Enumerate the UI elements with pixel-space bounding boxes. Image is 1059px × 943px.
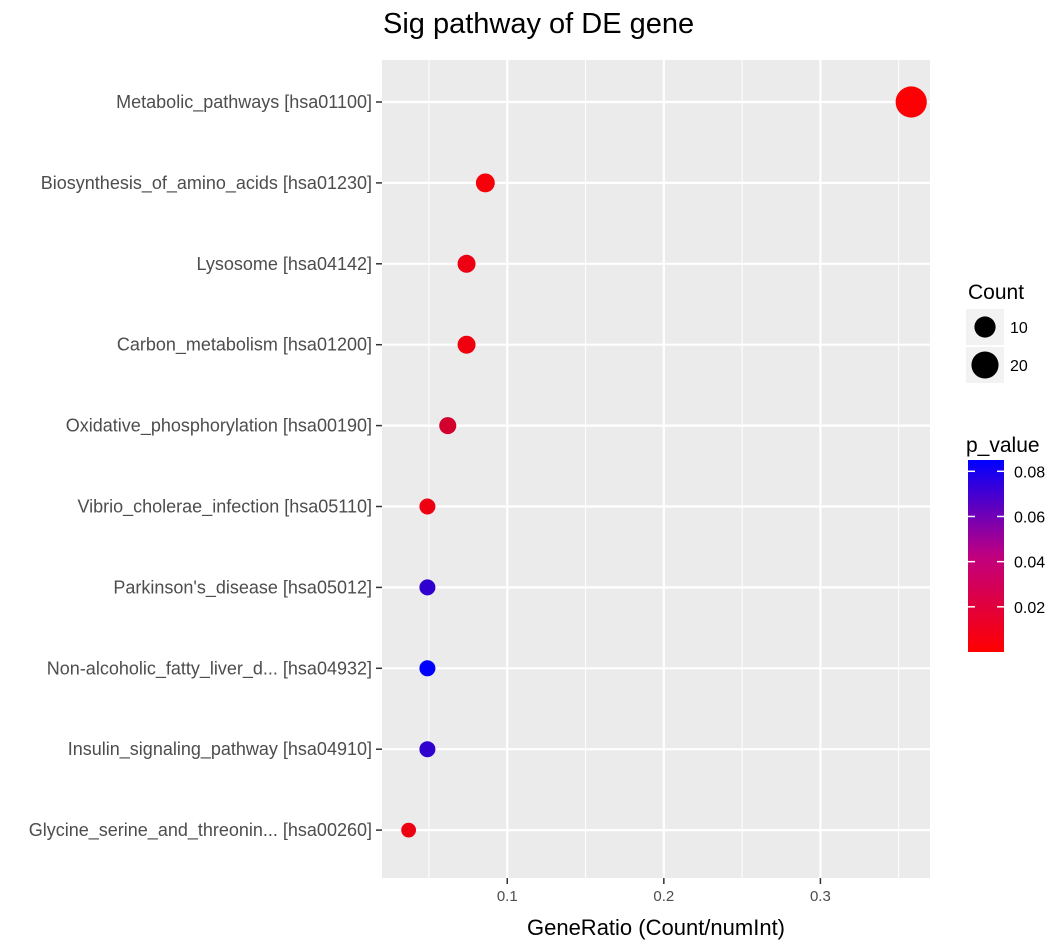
data-points xyxy=(401,86,927,838)
y-axis: Metabolic_pathways [hsa01100] Biosynthesi… xyxy=(29,92,382,841)
x-tick-label: 0.2 xyxy=(653,888,674,905)
colorbar-tick-label: 0.04 xyxy=(1014,555,1045,572)
colorbar xyxy=(968,460,1004,652)
y-tick-label: Metabolic_pathways [hsa01100] xyxy=(116,92,372,113)
plot-panel xyxy=(382,60,930,878)
y-tick-label: Non-alcoholic_fatty_liver_d... [hsa04932… xyxy=(47,658,372,679)
legend-size-key xyxy=(971,351,999,379)
data-point xyxy=(439,417,457,435)
data-point xyxy=(419,579,436,596)
legend-size-label: 10 xyxy=(1010,320,1028,337)
legend-p-value: p_value 0.02 0.04 0.06 0.08 xyxy=(966,434,1045,652)
y-tick-label: Vibrio_cholerae_infection [hsa05110] xyxy=(77,497,372,518)
legend-size-key xyxy=(974,316,996,338)
x-tick-label: 0.3 xyxy=(810,888,831,905)
data-point xyxy=(895,86,927,118)
colorbar-tick-label: 0.08 xyxy=(1014,464,1045,481)
legend-count-title: Count xyxy=(968,281,1024,304)
y-tick-label: Carbon_metabolism [hsa01200] xyxy=(117,335,372,356)
x-tick-label: 0.1 xyxy=(497,888,518,905)
legend-p-value-title: p_value xyxy=(966,434,1040,457)
y-tick-label: Lysosome [hsa04142] xyxy=(197,254,372,274)
data-point xyxy=(419,741,436,758)
legend-size-label: 20 xyxy=(1010,358,1028,375)
data-point xyxy=(401,822,417,838)
colorbar-tick-label: 0.02 xyxy=(1014,600,1045,617)
data-point xyxy=(419,498,436,515)
colorbar-tick-label: 0.06 xyxy=(1014,509,1045,526)
data-point xyxy=(457,254,476,273)
y-tick-label: Oxidative_phosphorylation [hsa00190] xyxy=(66,416,372,437)
x-axis-title: GeneRatio (Count/numInt) xyxy=(527,915,785,940)
chart-title: Sig pathway of DE gene xyxy=(383,8,694,40)
legend-count: Count 10 20 xyxy=(966,281,1028,383)
data-point xyxy=(419,660,436,677)
y-tick-label: Parkinson's_disease [hsa05012] xyxy=(113,577,372,598)
data-point xyxy=(475,173,495,193)
y-tick-label: Biosynthesis_of_amino_acids [hsa01230] xyxy=(41,173,372,194)
data-point xyxy=(457,335,476,354)
grid-lines xyxy=(382,60,930,878)
y-tick-label: Glycine_serine_and_threonin... [hsa00260… xyxy=(29,820,372,841)
y-tick-label: Insulin_signaling_pathway [hsa04910] xyxy=(68,739,372,760)
x-axis: 0.1 0.2 0.3 xyxy=(497,878,831,905)
